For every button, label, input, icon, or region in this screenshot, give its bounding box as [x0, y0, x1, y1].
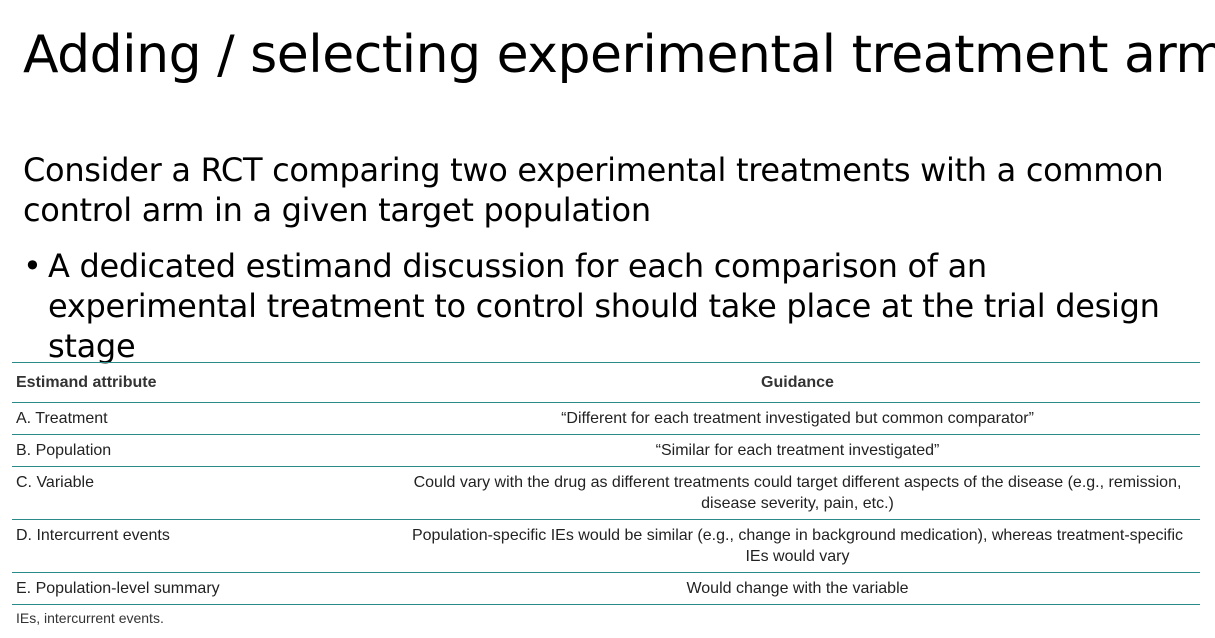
table-row: A. Treatment “Different for each treatme… [12, 402, 1200, 435]
row-guidance: Population-specific IEs would be similar… [395, 519, 1200, 573]
row-guidance: Would change with the variable [395, 572, 1200, 605]
table-header-row: Estimand attribute Guidance [12, 362, 1200, 403]
table-row: D. Intercurrent events Population-specif… [12, 519, 1200, 573]
bullet-icon: • [23, 247, 42, 285]
row-guidance: “Different for each treatment investigat… [395, 402, 1200, 435]
row-attribute: B. Population [12, 434, 395, 467]
row-attribute: A. Treatment [12, 402, 395, 435]
row-attribute: E. Population-level summary [12, 572, 395, 605]
table-row: E. Population-level summary Would change… [12, 572, 1200, 605]
row-attribute: D. Intercurrent events [12, 519, 395, 573]
table-footnote: IEs, intercurrent events. [16, 610, 164, 626]
estimand-table-container: Estimand attribute Guidance A. Treatment… [12, 362, 1200, 631]
header-estimand-attribute: Estimand attribute [12, 362, 395, 403]
estimand-table: Estimand attribute Guidance A. Treatment… [12, 362, 1200, 605]
row-guidance: “Similar for each treatment investigated… [395, 434, 1200, 467]
table-row: C. Variable Could vary with the drug as … [12, 466, 1200, 520]
bullet-point: • A dedicated estimand discussion for ea… [23, 246, 1203, 366]
row-attribute: C. Variable [12, 466, 395, 520]
intro-text: Consider a RCT comparing two experimenta… [23, 151, 1164, 229]
bullet-text: A dedicated estimand discussion for each… [48, 247, 1160, 365]
row-guidance: Could vary with the drug as different tr… [395, 466, 1200, 520]
table-row: B. Population “Similar for each treatmen… [12, 434, 1200, 467]
slide-title: Adding / selecting experimental treatmen… [23, 25, 1215, 85]
header-guidance: Guidance [395, 362, 1200, 403]
